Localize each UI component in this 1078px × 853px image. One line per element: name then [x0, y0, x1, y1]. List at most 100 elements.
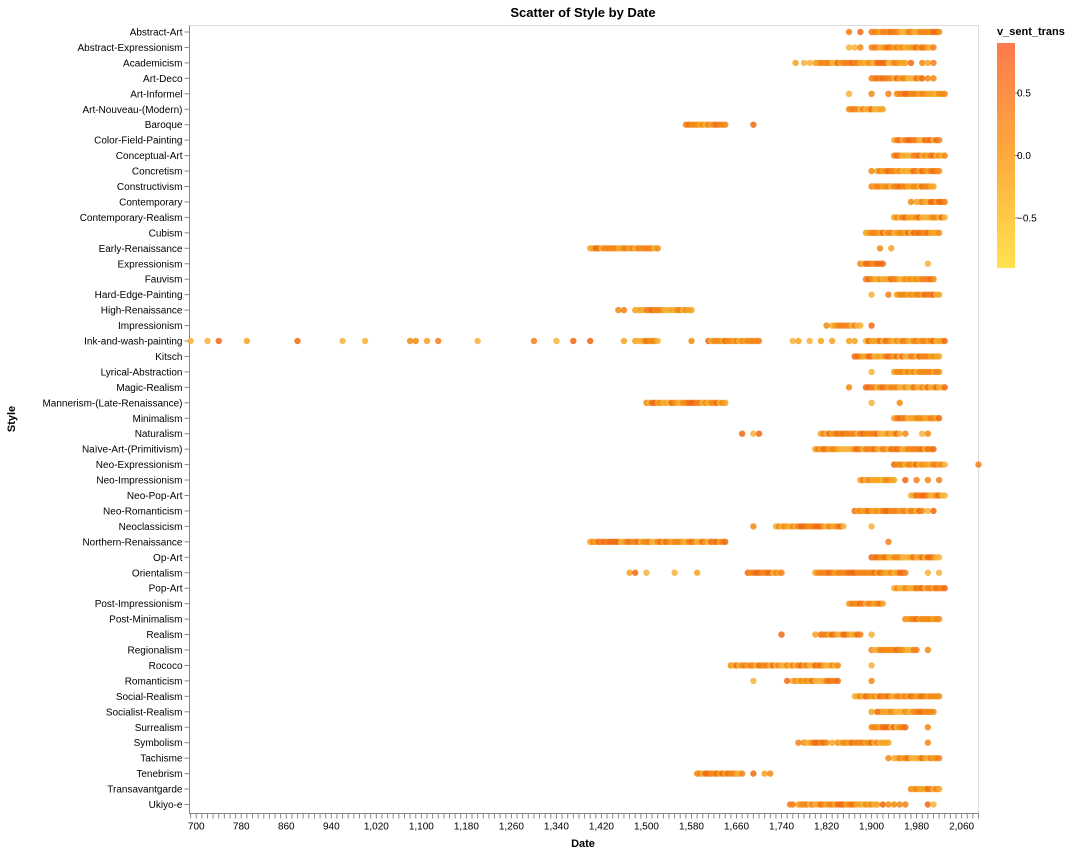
data-point — [828, 739, 836, 746]
data-point — [755, 337, 763, 345]
data-point — [930, 507, 937, 515]
data-point — [361, 337, 369, 345]
data-point — [913, 476, 920, 484]
data-point — [930, 708, 937, 715]
x-tick-label: 1,100 — [409, 822, 434, 833]
x-tick-label: 1,900 — [859, 822, 884, 833]
y-tick-label: Impressionism — [118, 321, 182, 332]
data-point — [755, 430, 763, 437]
data-point — [620, 306, 628, 314]
data-point — [935, 28, 943, 36]
data-point — [243, 337, 251, 345]
y-tick-label: Rococo — [149, 661, 183, 672]
data-point — [570, 337, 577, 345]
data-point — [795, 337, 802, 345]
data-point — [930, 276, 937, 283]
data-point — [919, 75, 926, 82]
data-point — [930, 44, 937, 51]
data-point — [761, 770, 768, 777]
y-tick-label: Early-Renaissance — [99, 244, 183, 255]
data-point — [215, 337, 222, 345]
y-tick-label: High-Renaissance — [101, 306, 183, 317]
y-tick-label: Hard-Edge-Painting — [95, 290, 183, 301]
data-point — [941, 152, 948, 159]
data-point — [907, 198, 915, 206]
y-tick-label: Magic-Realism — [116, 383, 182, 394]
data-point — [924, 646, 932, 654]
data-point — [941, 461, 948, 468]
data-point — [654, 337, 661, 345]
data-point — [902, 430, 909, 437]
data-point — [885, 801, 892, 808]
data-point — [941, 214, 948, 221]
data-point — [412, 337, 419, 345]
y-tick-label: Tenebrism — [136, 769, 182, 780]
data-point — [654, 245, 661, 252]
data-point — [885, 754, 892, 762]
data-point — [750, 523, 757, 530]
y-tick-label: Symbolism — [134, 738, 183, 749]
data-point — [812, 631, 819, 638]
y-tick-label: Tachisme — [140, 754, 183, 765]
data-point — [615, 306, 622, 314]
x-tick-label: 1,420 — [589, 822, 614, 833]
data-point — [845, 28, 853, 36]
y-tick-label: Fauvism — [145, 275, 183, 286]
data-point — [553, 337, 560, 345]
data-point — [930, 801, 937, 808]
data-point — [845, 90, 853, 98]
data-point — [840, 523, 847, 530]
y-tick-label: Expressionism — [117, 259, 182, 270]
data-point — [975, 461, 982, 468]
y-tick-label: Concretism — [132, 167, 183, 178]
data-point — [868, 167, 875, 175]
y-tick-label: Ink-and-wash-painting — [84, 337, 182, 348]
x-tick-label: 1,020 — [364, 822, 389, 833]
data-point — [924, 724, 932, 731]
x-tick-label: 1,740 — [769, 822, 794, 833]
x-axis: 700 780 860 940 1,020 1,100 1,180 1,260 1,340 1,4… — [188, 813, 979, 833]
data-point — [888, 245, 895, 252]
data-point — [941, 337, 948, 345]
data-point — [935, 167, 943, 175]
y-tick-label: Post-Minimalism — [109, 615, 182, 626]
data-point — [789, 337, 796, 345]
x-tick-label: 1,500 — [634, 822, 659, 833]
legend-gradient-bar — [997, 43, 1015, 268]
y-tick-label: Conceptual-Art — [116, 151, 183, 162]
data-point — [750, 121, 757, 128]
data-point — [868, 322, 875, 329]
data-point — [919, 59, 926, 67]
y-tick-label: Post-Impressionism — [95, 599, 183, 610]
data-point — [857, 44, 864, 51]
y-tick-label: Op-Art — [153, 553, 183, 564]
data-point — [620, 337, 628, 345]
data-point — [688, 306, 695, 314]
y-tick-label: Neo-Pop-Art — [127, 491, 183, 502]
data-point — [907, 59, 915, 67]
data-point — [941, 90, 948, 98]
y-tick-label: Mannerism-(Late-Renaissance) — [42, 398, 182, 409]
y-tick-label: Cubism — [149, 228, 183, 239]
data-point — [812, 59, 819, 67]
data-point — [890, 801, 898, 808]
data-point — [879, 600, 887, 607]
data-point — [632, 569, 639, 576]
data-point — [919, 430, 926, 437]
data-point — [845, 337, 853, 345]
data-point — [868, 662, 875, 669]
data-point — [902, 724, 909, 731]
data-point — [924, 430, 932, 437]
data-point — [930, 183, 937, 190]
data-point — [806, 59, 813, 67]
x-tick-label: 1,820 — [814, 822, 839, 833]
y-axis-title: Style — [6, 406, 18, 432]
y-tick-label: Academicism — [123, 58, 182, 69]
data-point — [851, 44, 858, 51]
data-point — [474, 337, 481, 345]
data-point — [879, 106, 887, 113]
y-tick-label: Realism — [146, 630, 182, 641]
data-point — [890, 476, 898, 484]
data-point — [879, 260, 887, 267]
data-point — [935, 229, 943, 237]
